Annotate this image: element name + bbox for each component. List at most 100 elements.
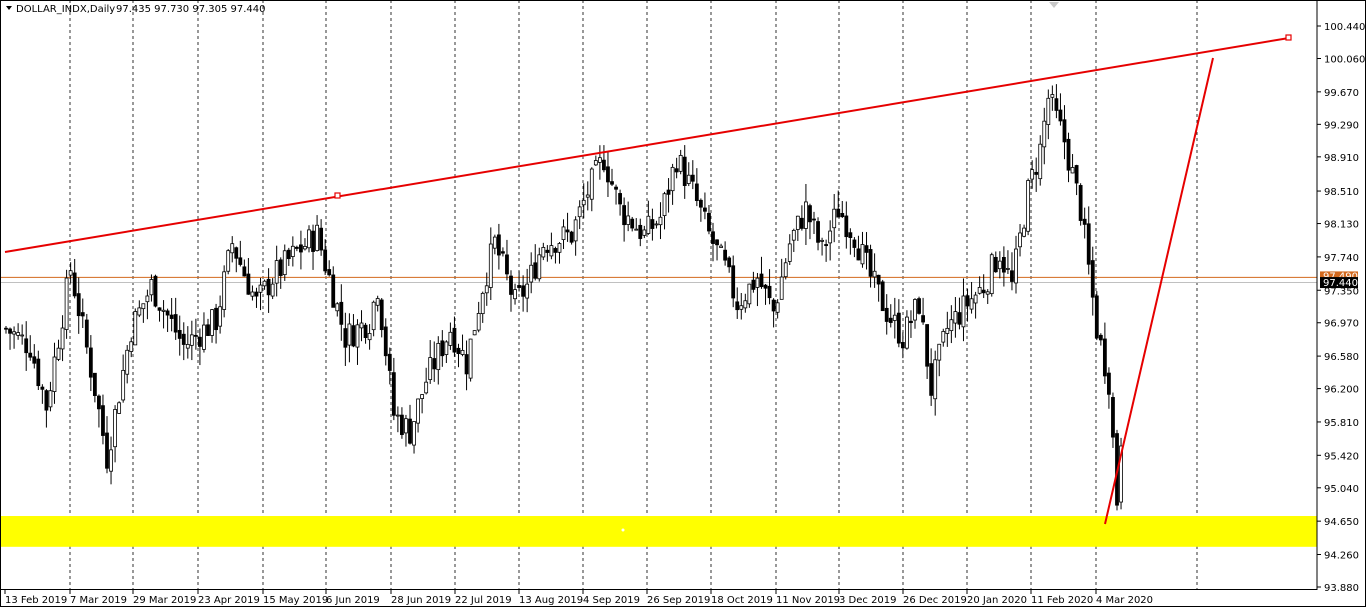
x-tick-label: 23 Apr 2019: [198, 595, 260, 606]
y-tick-label: 95.810: [1324, 418, 1359, 429]
candle-body: [16, 332, 21, 336]
candle-body: [452, 327, 457, 353]
candle-body: [157, 307, 162, 311]
candle-body: [311, 230, 315, 252]
candle-body: [909, 320, 913, 324]
candle-body: [206, 324, 210, 336]
candle-body: [76, 293, 81, 317]
candle-body: [129, 341, 134, 352]
candle-body: [597, 157, 602, 163]
candle-body: [836, 208, 841, 218]
candle-body: [913, 299, 917, 321]
x-tick-label: 13 Feb 2019: [5, 595, 67, 606]
candle-body: [1086, 223, 1091, 265]
x-tick-label: 11 Feb 2020: [1031, 595, 1093, 606]
y-tick-label: 99.670: [1324, 88, 1359, 99]
candle-body: [153, 275, 158, 307]
candle-body: [989, 254, 994, 295]
candle-body: [513, 289, 517, 300]
candle-body: [278, 259, 283, 276]
y-tick-label: 94.650: [1324, 517, 1359, 528]
candle-body: [804, 201, 808, 229]
svg-text:97.490: 97.490: [1323, 271, 1358, 282]
candle-body: [711, 231, 715, 244]
candle-body: [226, 250, 231, 272]
candle-body: [686, 174, 691, 184]
candle-body: [274, 260, 279, 284]
symbol-menu-icon[interactable]: [6, 6, 12, 10]
candle-body: [848, 232, 853, 238]
scroll-indicator-icon[interactable]: [1049, 2, 1059, 8]
x-tick-label: 15 May 2019: [263, 595, 328, 606]
candle-body: [892, 314, 897, 321]
candle-body: [383, 326, 388, 357]
candle-body: [214, 307, 218, 331]
candle-body: [791, 229, 796, 241]
candle-body: [1062, 119, 1067, 143]
candle-body: [933, 359, 938, 400]
candle-body: [602, 159, 606, 171]
candle-body: [28, 352, 33, 358]
candle-body: [783, 262, 788, 278]
candle-body: [949, 319, 954, 332]
candle-body: [343, 328, 348, 348]
candle-body: [517, 285, 521, 288]
candle-body: [72, 272, 77, 297]
candle-body: [456, 347, 461, 355]
y-tick-label: 95.040: [1324, 484, 1359, 495]
candle-body: [117, 402, 122, 414]
candle-body: [286, 249, 291, 260]
candle-body: [1090, 260, 1095, 298]
candle-body: [1038, 143, 1043, 180]
candle-body: [1107, 372, 1111, 395]
candle-body: [173, 314, 178, 333]
candle-body: [997, 260, 1002, 270]
trendlines[interactable]: [4, 34, 1292, 525]
zone-marker: [621, 528, 625, 532]
y-tick-label: 98.510: [1324, 187, 1359, 198]
alert-price-label: 97.490: [1320, 271, 1358, 282]
candle-body: [816, 221, 820, 243]
candle-body: [917, 298, 921, 314]
candle-body: [351, 325, 356, 347]
candle-body: [12, 331, 16, 335]
y-tick-label: 93.880: [1324, 583, 1359, 594]
candle-body: [416, 398, 420, 424]
candle-body: [60, 327, 65, 350]
y-tick-label: 98.910: [1324, 153, 1359, 164]
candle-body: [529, 264, 534, 283]
candle-body: [553, 248, 558, 253]
candle-body: [424, 381, 429, 394]
candle-body: [868, 249, 873, 277]
candle-body: [642, 229, 647, 236]
candle-body: [622, 205, 627, 226]
candle-body: [472, 330, 477, 336]
candle-body: [832, 208, 837, 229]
candle-body: [1050, 94, 1055, 98]
candle-body: [400, 414, 404, 435]
candle-body: [945, 327, 950, 334]
candle-body: [1066, 138, 1071, 171]
candle-body: [488, 243, 493, 288]
candle-body: [24, 338, 29, 354]
candle-body: [218, 306, 223, 327]
candle-body: [921, 315, 925, 323]
candle-body: [363, 324, 368, 338]
candle-body: [690, 174, 695, 182]
candle-body: [8, 328, 12, 334]
candle-body: [925, 324, 930, 367]
candle-body: [505, 254, 509, 275]
candle-body: [634, 228, 639, 231]
candle-body: [844, 215, 849, 238]
candle-body: [97, 395, 101, 410]
candle-body: [238, 257, 243, 265]
candle-body: [840, 212, 845, 218]
candle-body: [4, 327, 8, 330]
candle-body: [484, 285, 489, 294]
candle-body: [812, 218, 816, 221]
candle-body: [210, 309, 214, 336]
candle-body: [606, 166, 610, 183]
candle-body: [509, 275, 513, 295]
candle-body: [941, 331, 946, 343]
